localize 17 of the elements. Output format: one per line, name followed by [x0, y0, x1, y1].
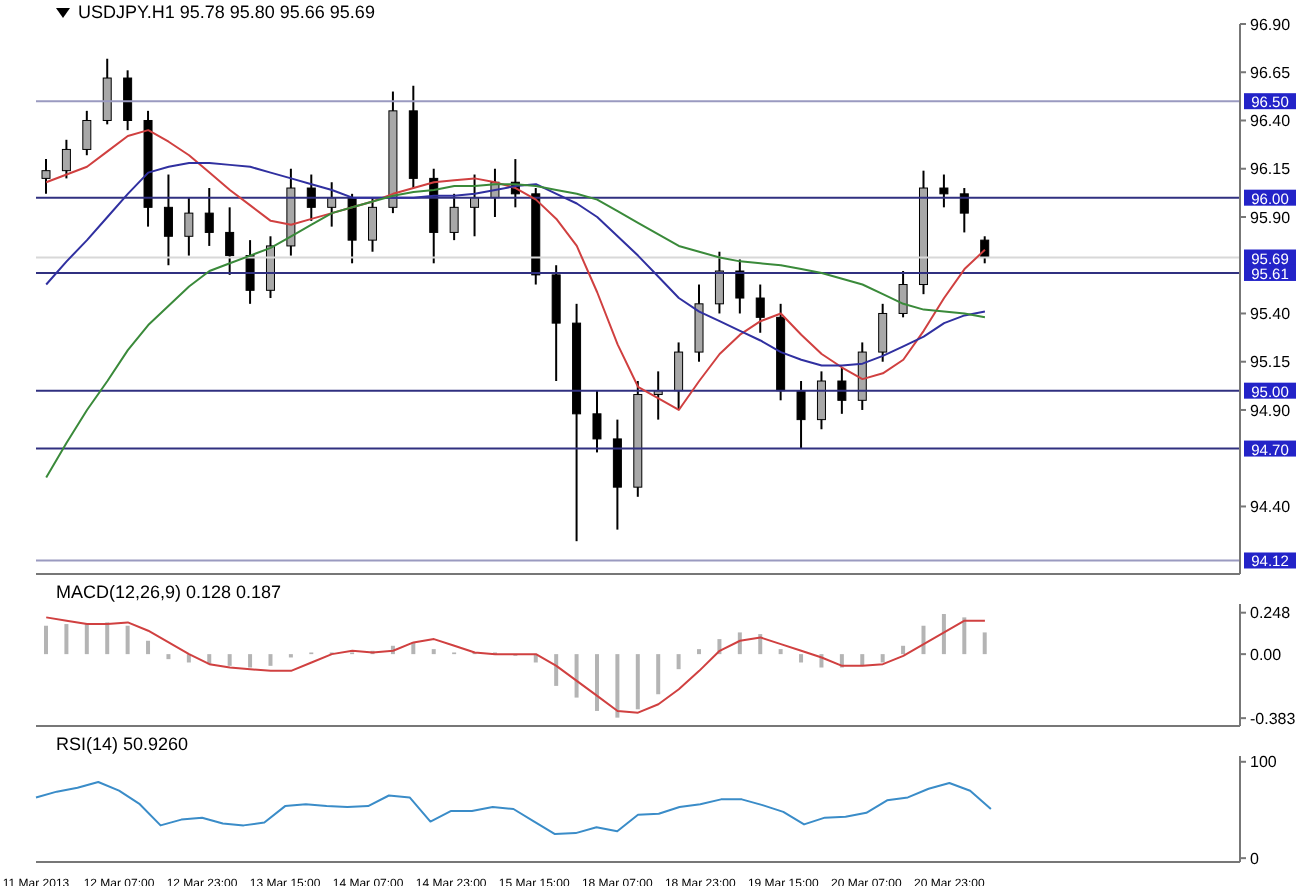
chart-title: RSI(14) 50.9260 [56, 734, 189, 754]
y-tick-label: 0.00 [1250, 645, 1283, 664]
y-tick-label: 95.40 [1250, 305, 1292, 324]
y-tick-label: 96.15 [1250, 160, 1292, 179]
y-tick-label: 96.90 [1250, 15, 1292, 34]
y-tick-label: 0.248 [1250, 604, 1292, 623]
y-tick-label: 100 [1250, 753, 1278, 772]
y-tick-label: 95.15 [1250, 353, 1292, 372]
y-tick-label: 96.65 [1250, 63, 1292, 82]
chart-title: MACD(12,26,9) 0.128 0.187 [56, 582, 282, 602]
y-tick-label: 96.40 [1250, 112, 1292, 131]
y-tick-label: 94.90 [1250, 401, 1292, 420]
y-tick-label: 94.40 [1250, 498, 1292, 517]
y-tick-label: 95.90 [1250, 208, 1292, 227]
y-tick-label: -0.383 [1250, 709, 1297, 728]
y-tick-label: 0 [1250, 849, 1260, 868]
chart-title: USDJPY.H1 95.78 95.80 95.66 95.69 [78, 2, 375, 22]
